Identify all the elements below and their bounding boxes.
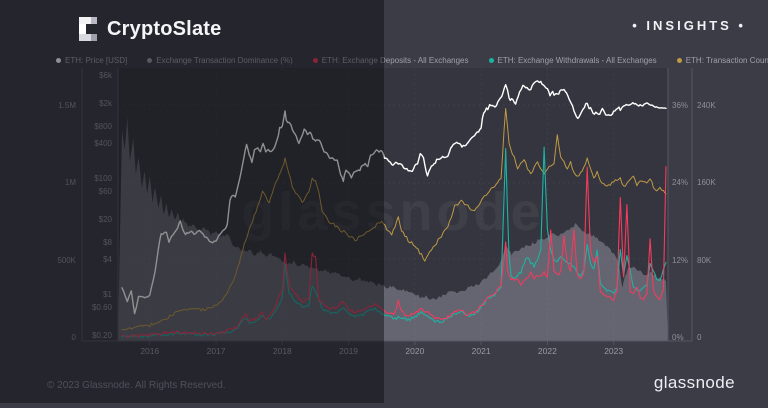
axis-tick-label: $400	[94, 139, 112, 149]
axis-tick-label: $1	[103, 290, 112, 300]
axis-tick-label: 80K	[697, 255, 712, 265]
cryptoslate-logo-icon	[79, 17, 97, 41]
legend-dot-icon	[676, 58, 682, 63]
axis-tick-label: 36%	[672, 101, 689, 110]
axis-tick-label: 0	[697, 333, 702, 342]
axis-tick-label: 24%	[672, 178, 689, 188]
legend-item-price[interactable]: ETH: Price [USD]	[56, 56, 127, 65]
footer-bar: © 2023 Glassnode. All Rights Reserved. g…	[0, 363, 768, 403]
axis-tick-label: $2k	[99, 98, 112, 108]
legend-dot-icon	[488, 58, 494, 63]
axis-tick-label: 2023	[604, 346, 624, 356]
legend-label: ETH: Price [USD]	[65, 56, 128, 65]
axis-tick-label: 2020	[405, 346, 425, 356]
chart-legend: ETH: Price [USD] Exchange Transaction Dom…	[56, 56, 768, 65]
axis-tick-label: $4	[103, 255, 112, 265]
legend-item-txcount[interactable]: ETH: Transaction Count	[676, 56, 768, 65]
cryptoslate-brand[interactable]: CryptoSlate	[78, 17, 221, 41]
legend-item-deposits[interactable]: ETH: Exchange Deposits - All Exchanges	[312, 56, 469, 65]
legend-label: ETH: Exchange Withdrawals - All Exchange…	[497, 56, 657, 65]
axis-tick-label: $0.60	[91, 303, 112, 312]
axis-tick-label: 2018	[272, 346, 292, 356]
axis-tick-label: 500K	[57, 255, 76, 265]
legend-label: ETH: Exchange Deposits - All Exchanges	[321, 56, 469, 65]
legend-dot-icon	[56, 58, 61, 63]
axis-tick-label: $8	[103, 237, 112, 247]
legend-label: Exchange Transaction Dominance (%)	[156, 56, 293, 65]
brand-name: CryptoSlate	[107, 17, 222, 40]
axis-tick-label: 2016	[140, 346, 160, 356]
axis-tick-label: $20	[98, 214, 112, 224]
legend-dot-icon	[312, 58, 318, 63]
svg-text:glassnode: glassnode	[241, 182, 544, 242]
axis-tick-label: 2019	[339, 346, 359, 356]
axis-tick-label: 0	[71, 333, 76, 342]
axis-tick-label: $0.20	[91, 330, 112, 340]
legend-label: ETH: Transaction Count	[685, 56, 768, 65]
axis-tick-label: 2017	[206, 346, 226, 356]
axis-tick-label: 12%	[672, 255, 689, 265]
axis-tick-label: 2022	[537, 346, 557, 356]
legend-item-withdrawals[interactable]: ETH: Exchange Withdrawals - All Exchange…	[488, 56, 657, 65]
axis-tick-label: 1M	[64, 178, 76, 188]
legend-dot-icon	[147, 58, 153, 63]
axis-tick-label: 1.5M	[58, 101, 76, 110]
glassnode-wordmark: glassnode	[653, 373, 735, 392]
header-bar: CryptoSlate • INSIGHTS •	[0, 0, 768, 54]
axis-tick-label: $60	[98, 187, 112, 196]
copyright-text: © 2023 Glassnode. All Rights Reserved.	[47, 380, 226, 391]
axis-tick-label: 0%	[672, 333, 684, 342]
axis-tick-label: 160K	[697, 178, 716, 188]
axis-tick-label: $800	[94, 121, 112, 131]
axis-tick-label: 2021	[471, 346, 491, 356]
insights-badge: • INSIGHTS •	[632, 18, 746, 33]
axis-tick-label: $6k	[99, 71, 112, 80]
axis-tick-label: $100	[94, 174, 112, 184]
axis-tick-label: 240K	[697, 101, 716, 110]
legend-item-dominance[interactable]: Exchange Transaction Dominance (%)	[147, 56, 293, 65]
